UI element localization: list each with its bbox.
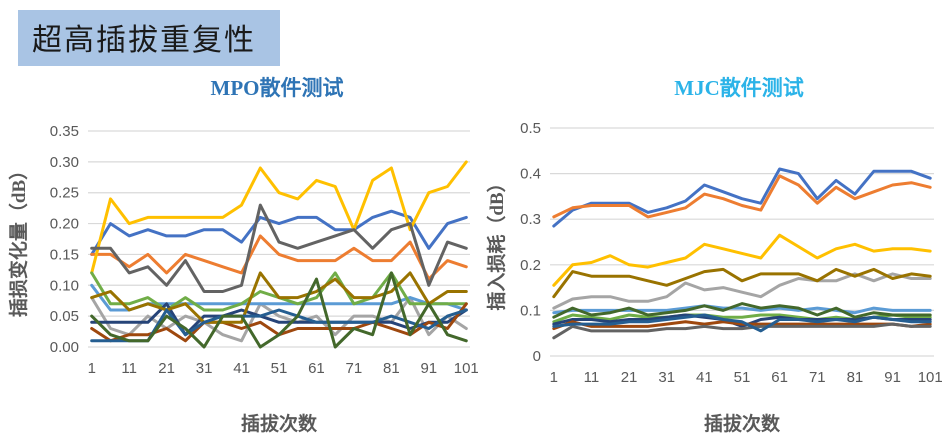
- x-tick-label: 71: [809, 369, 826, 386]
- chart-mjc: MJC散件测试 0 0.1 0.2 0.3 0.4 0.5 1 11 21 31 41 51 61 71 8…: [486, 70, 942, 440]
- line-series-2: [90, 234, 468, 281]
- y-tick-label: 0.5: [520, 120, 541, 137]
- y-tick-label: 0.00: [50, 339, 79, 356]
- x-tick-label: 21: [158, 360, 175, 377]
- line-series-4: [90, 160, 468, 275]
- x-tick-label: 11: [121, 360, 137, 377]
- x-tick-label: 51: [734, 369, 751, 386]
- y-tick-label: 0.15: [50, 246, 79, 263]
- line-series-4: [552, 233, 932, 287]
- line-series-11: [552, 313, 932, 333]
- y-tick-label: 0.2: [520, 257, 541, 274]
- line-series-8: [552, 320, 932, 331]
- y-tick-label: 0.25: [50, 185, 79, 202]
- mjc-plot-canvas: 00.10.20.30.40.51 11 21 31 41 51 61 71 81 91 101插拔…: [486, 120, 942, 435]
- line-series-9: [90, 203, 468, 293]
- y-tick-label: 0.1: [520, 302, 541, 319]
- y-tick-label: 0.4: [520, 166, 541, 183]
- chart-title-mpo: MPO散件测试: [210, 76, 344, 100]
- y-tick-label: 0: [533, 348, 541, 365]
- line-series-3: [552, 272, 932, 310]
- x-tick-label: 61: [308, 360, 325, 377]
- x-tick-label: 51: [271, 360, 288, 377]
- chart-mpo: MPO散件测试 0.00 0.05 0.10 0.15 0.20 0.25 0.30 0.35…: [8, 70, 486, 440]
- y-tick-label: 0.35: [50, 123, 79, 140]
- y-tick-label: 0.3: [520, 211, 541, 228]
- y-tick-label: 0.10: [50, 277, 79, 294]
- x-tick-label: 81: [383, 360, 400, 377]
- line-series-10: [552, 267, 932, 299]
- x-axis-title: 插拔次数: [704, 412, 781, 435]
- x-tick-label: 41: [233, 360, 250, 377]
- line-series-9: [552, 322, 932, 340]
- x-tick-label: 101: [918, 369, 942, 386]
- line-series-1: [90, 209, 468, 256]
- y-tick-label: 0.20: [50, 216, 79, 233]
- x-tick-label: 11: [584, 369, 600, 386]
- x-tick-label: 61: [771, 369, 788, 386]
- line-series-10: [90, 271, 468, 324]
- x-tick-label: 41: [696, 369, 713, 386]
- x-tick-label: 91: [420, 360, 437, 377]
- page-title: 超高插拔重复性: [18, 10, 280, 66]
- x-tick-label: 31: [196, 360, 213, 377]
- x-tick-label: 91: [884, 369, 901, 386]
- x-tick-label: 81: [847, 369, 864, 386]
- charts-row: MPO散件测试 0.00 0.05 0.10 0.15 0.20 0.25 0.30 0.35…: [8, 70, 942, 440]
- x-tick-label: 71: [346, 360, 363, 377]
- x-tick-label: 31: [658, 369, 675, 386]
- y-tick-label: 0.30: [50, 154, 79, 171]
- line-series-3: [90, 296, 468, 343]
- x-tick-label: 1: [550, 369, 558, 386]
- x-tick-label: 101: [454, 360, 479, 377]
- line-series-12: [552, 302, 932, 319]
- y-axis-title: 插入损耗（dB）: [486, 173, 508, 310]
- x-tick-label: 1: [88, 360, 96, 377]
- line-series-12: [90, 271, 468, 349]
- x-tick-label: 21: [621, 369, 638, 386]
- line-series-7: [90, 302, 468, 337]
- y-tick-label: 0.05: [50, 308, 79, 325]
- mpo-plot-canvas: 0.000.050.100.150.200.250.300.351 11 21 31 4…: [8, 123, 479, 435]
- x-axis-title: 插拔次数: [241, 412, 318, 435]
- line-series-5: [90, 283, 468, 312]
- line-series-1: [552, 167, 932, 228]
- chart-title-mjc: MJC散件测试: [674, 76, 804, 100]
- y-axis-title: 插损变化量（dB）: [8, 161, 30, 317]
- line-series-2: [552, 174, 932, 219]
